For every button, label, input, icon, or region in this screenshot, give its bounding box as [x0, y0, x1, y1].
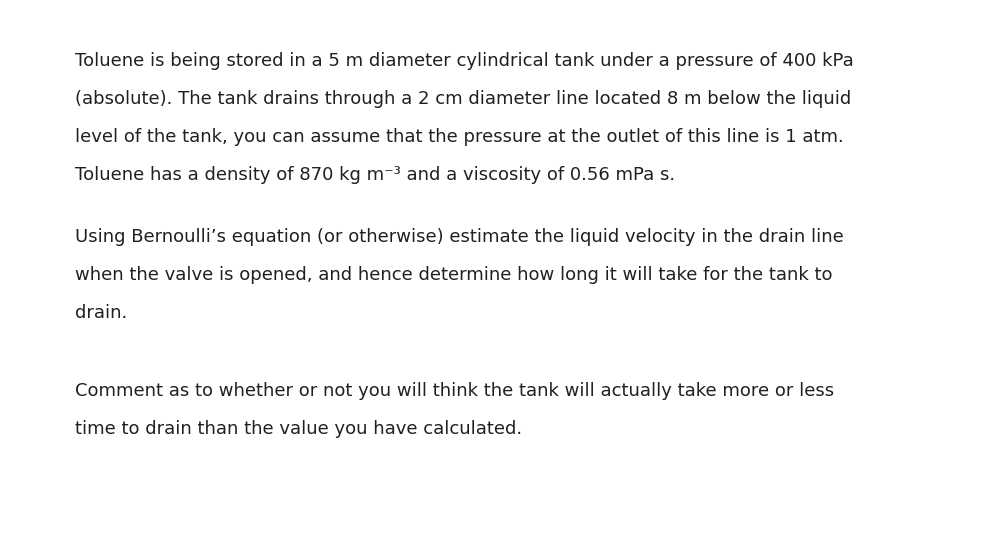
Text: (absolute). The tank drains through a 2 cm diameter line located 8 m below the l: (absolute). The tank drains through a 2 … [75, 90, 851, 108]
Text: Toluene has a density of 870 kg m⁻³ and a viscosity of 0.56 mPa s.: Toluene has a density of 870 kg m⁻³ and … [75, 166, 675, 184]
Text: level of the tank, you can assume that the pressure at the outlet of this line i: level of the tank, you can assume that t… [75, 128, 844, 146]
Text: Using Bernoulli’s equation (or otherwise) estimate the liquid velocity in the dr: Using Bernoulli’s equation (or otherwise… [75, 228, 844, 246]
Text: Toluene is being stored in a 5 m diameter cylindrical tank under a pressure of 4: Toluene is being stored in a 5 m diamete… [75, 52, 854, 70]
Text: drain.: drain. [75, 304, 127, 322]
Text: time to drain than the value you have calculated.: time to drain than the value you have ca… [75, 420, 523, 438]
Text: when the valve is opened, and hence determine how long it will take for the tank: when the valve is opened, and hence dete… [75, 266, 832, 284]
Text: Comment as to whether or not you will think the tank will actually take more or : Comment as to whether or not you will th… [75, 382, 834, 400]
